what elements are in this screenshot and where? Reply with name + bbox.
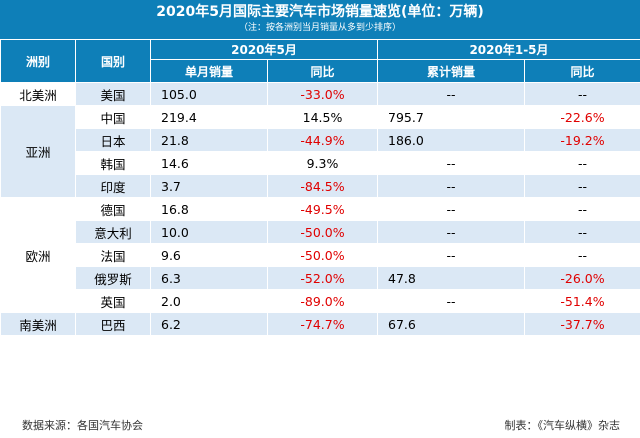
continent-cell: 南美洲 [0, 312, 76, 336]
ytd-yoy-cell: -37.7% [524, 312, 640, 336]
month-yoy-cell: 9.3% [267, 151, 378, 175]
ytd-sales-cell: -- [377, 289, 525, 313]
continent-cell: 欧洲 [0, 197, 76, 313]
month-yoy-cell: -89.0% [267, 289, 378, 313]
table-row: 英国 2.0 -89.0% -- -51.4% [1, 289, 640, 313]
ytd-yoy-cell: -- [524, 197, 640, 221]
ytd-sales-cell: -- [377, 220, 525, 244]
header-row-1: 洲别 国别 2020年5月 2020年1-5月 [0, 39, 640, 83]
header-country: 国别 [75, 39, 151, 83]
table-row: 北美洲 美国 105.0 -33.0% -- -- [0, 82, 640, 106]
continent-cell: 亚洲 [0, 105, 76, 198]
table-row: 南美洲 巴西 6.2 -74.7% 67.6 -37.7% [0, 312, 640, 336]
ytd-sales-cell: -- [377, 197, 525, 221]
country-cell: 德国 [75, 197, 151, 221]
month-sales-cell: 2.0 [150, 289, 268, 313]
month-sales-cell: 6.3 [150, 266, 268, 290]
country-cell: 俄罗斯 [75, 266, 151, 290]
page-title: 2020年5月国际主要汽车市场销量速览(单位：万辆) [156, 4, 484, 20]
country-cell: 韩国 [75, 151, 151, 175]
month-sales-cell: 105.0 [150, 82, 268, 106]
month-yoy-cell: -52.0% [267, 266, 378, 290]
month-sales-cell: 3.7 [150, 174, 268, 198]
month-sales-cell: 21.8 [150, 128, 268, 152]
ytd-sales-cell: -- [377, 151, 525, 175]
month-sales-cell: 9.6 [150, 243, 268, 267]
month-yoy-cell: -49.5% [267, 197, 378, 221]
ytd-yoy-cell: -- [524, 243, 640, 267]
ytd-yoy-cell: -- [524, 82, 640, 106]
month-sales-cell: 16.8 [150, 197, 268, 221]
month-sales-cell: 219.4 [150, 105, 268, 129]
month-yoy-cell: -50.0% [267, 220, 378, 244]
ytd-yoy-cell: -- [524, 220, 640, 244]
country-cell: 意大利 [75, 220, 151, 244]
ytd-sales-cell: 67.6 [377, 312, 525, 336]
header-row-2: 单月销量 同比 累计销量 同比 [1, 59, 640, 83]
header-ytd-yoy: 同比 [524, 59, 640, 83]
continent-cell: 北美洲 [0, 82, 76, 106]
ytd-sales-cell: 47.8 [377, 266, 525, 290]
page-subtitle: （注：按各洲别当月销量从多到少排序） [238, 23, 401, 33]
ytd-sales-cell: -- [377, 82, 525, 106]
ytd-sales-cell: 186.0 [377, 128, 525, 152]
month-yoy-cell: -74.7% [267, 312, 378, 336]
ytd-yoy-cell: -51.4% [524, 289, 640, 313]
header-period-month: 2020年5月 [150, 39, 378, 60]
footer: 数据来源：各国汽车协会 制表：《汽车纵横》杂志 [0, 410, 640, 438]
table-row: 亚洲 中国 219.4 14.5% 795.7 -22.6% [0, 105, 640, 198]
month-sales-cell: 6.2 [150, 312, 268, 336]
country-cell: 法国 [75, 243, 151, 267]
header-month-sales: 单月销量 [150, 59, 268, 83]
month-sales-cell: 14.6 [150, 151, 268, 175]
month-yoy-cell: 14.5% [267, 105, 378, 129]
header-period-ytd: 2020年1-5月 [377, 39, 640, 60]
month-sales-cell: 10.0 [150, 220, 268, 244]
table-row: 印度 3.7 -84.5% -- -- [1, 174, 640, 198]
country-cell: 美国 [75, 82, 151, 106]
header-month-yoy: 同比 [267, 59, 378, 83]
month-yoy-cell: -84.5% [267, 174, 378, 198]
table-row: 意大利 10.0 -50.0% -- -- [1, 220, 640, 244]
title-bar: 2020年5月国际主要汽车市场销量速览(单位：万辆) （注：按各洲别当月销量从多… [0, 0, 640, 39]
table-row: 俄罗斯 6.3 -52.0% 47.8 -26.0% [1, 266, 640, 290]
ytd-yoy-cell: -- [524, 174, 640, 198]
ytd-yoy-cell: -- [524, 151, 640, 175]
month-yoy-cell: -44.9% [267, 128, 378, 152]
ytd-sales-cell: -- [377, 174, 525, 198]
header-continent: 洲别 [0, 39, 76, 83]
month-yoy-cell: -50.0% [267, 243, 378, 267]
data-source: 数据来源：各国汽车协会 [22, 419, 143, 432]
sales-table: 洲别 国别 2020年5月 2020年1-5月 单月销量 同比 累计销量 同比 … [0, 39, 640, 336]
ytd-yoy-cell: -26.0% [524, 266, 640, 290]
ytd-yoy-cell: -19.2% [524, 128, 640, 152]
table-row: 欧洲 德国 16.8 -49.5% -- -- [0, 197, 640, 313]
country-cell: 印度 [75, 174, 151, 198]
ytd-sales-cell: 795.7 [377, 105, 525, 129]
table-row: 日本 21.8 -44.9% 186.0 -19.2% [1, 128, 640, 152]
made-by: 制表：《汽车纵横》杂志 [504, 419, 621, 432]
country-cell: 巴西 [75, 312, 151, 336]
country-cell: 英国 [75, 289, 151, 313]
ytd-sales-cell: -- [377, 243, 525, 267]
month-yoy-cell: -33.0% [267, 82, 378, 106]
header-ytd-sales: 累计销量 [377, 59, 525, 83]
table-row: 法国 9.6 -50.0% -- -- [1, 243, 640, 267]
table-row: 韩国 14.6 9.3% -- -- [1, 151, 640, 175]
ytd-yoy-cell: -22.6% [524, 105, 640, 129]
country-cell: 中国 [75, 105, 151, 129]
country-cell: 日本 [75, 128, 151, 152]
